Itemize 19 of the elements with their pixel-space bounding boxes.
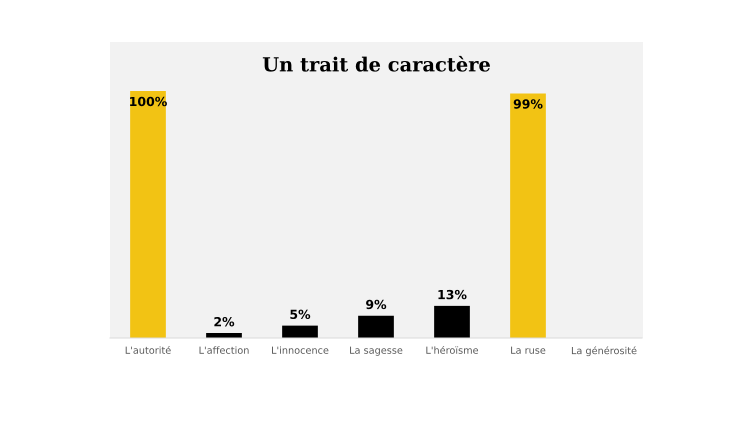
bar bbox=[282, 326, 318, 338]
data-label: 2% bbox=[214, 317, 234, 326]
data-label: 5% bbox=[290, 310, 310, 320]
bar bbox=[358, 316, 394, 338]
data-label: 9% bbox=[366, 300, 386, 310]
bar bbox=[206, 333, 242, 338]
data-label: 99% bbox=[514, 99, 543, 109]
x-tick-label: La sagesse bbox=[350, 346, 402, 356]
bar bbox=[434, 306, 470, 338]
x-tick-label: L'autorité bbox=[126, 346, 171, 354]
x-tick-label: L'innocence bbox=[272, 346, 328, 354]
x-tick-label: L'héroïsme bbox=[426, 346, 478, 354]
x-tick-label: La générosité bbox=[572, 346, 637, 356]
data-label: 13% bbox=[438, 290, 467, 300]
bar bbox=[130, 91, 166, 338]
bar bbox=[510, 93, 546, 338]
x-tick-label: L'affection bbox=[200, 346, 249, 354]
x-tick-label: La ruse bbox=[511, 346, 546, 354]
chart-title: Un trait de caractère bbox=[262, 56, 490, 72]
